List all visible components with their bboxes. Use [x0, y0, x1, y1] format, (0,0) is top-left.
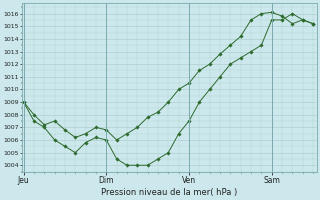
X-axis label: Pression niveau de la mer( hPa ): Pression niveau de la mer( hPa ) — [101, 188, 237, 197]
